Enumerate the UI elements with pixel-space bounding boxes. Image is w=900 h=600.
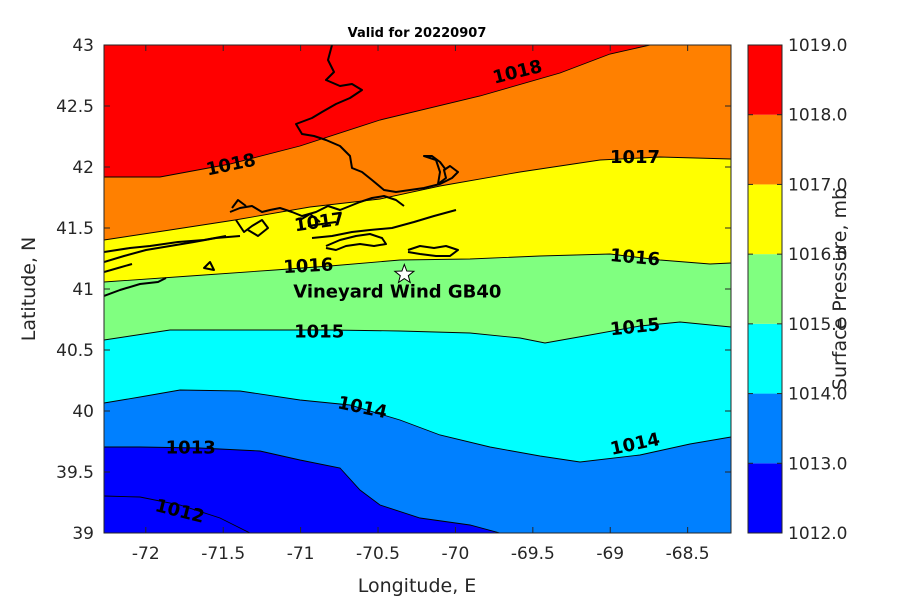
x-tick-label: -69.5 (511, 544, 555, 564)
plot-area: 1018 1018 1017 1017 1016 1016 1015 1015 … (103, 44, 732, 534)
y-axis-ticks: 39 39.5 40 40.5 41 41.5 42 42.5 43 (56, 36, 731, 544)
site-marker: Vineyard Wind GB40 (293, 262, 501, 302)
colorbar-tick-label: 1019.0 (788, 36, 847, 56)
coastline-rhode-island (229, 195, 405, 217)
contour-line-1016 (104, 253, 731, 283)
colorbar-band (748, 323, 782, 394)
colorbar-label: Surface Pressure, mb (829, 188, 851, 390)
coastline (104, 45, 459, 297)
y-tick-label: 42.5 (56, 97, 94, 117)
colorbar-band (748, 463, 782, 533)
chart-title: Valid for 20220907 (348, 26, 487, 41)
y-tick-label: 41 (72, 280, 94, 300)
contour-label-1016-east: 1016 (609, 245, 661, 270)
y-axis-label: Latitude, N (18, 237, 40, 342)
y-tick-label: 39.5 (56, 463, 94, 483)
colorbar-tick-label: 1016.0 (788, 245, 847, 265)
y-tick-label: 41.5 (56, 219, 94, 239)
x-tick-label: -71.5 (201, 544, 245, 564)
contour-line-1012 (104, 495, 251, 533)
y-tick-label: 40 (72, 402, 94, 422)
contour-line-1014 (104, 389, 731, 463)
contour-lines (104, 45, 731, 533)
x-tick-label: -70.5 (356, 544, 400, 564)
band-1012-1013 (104, 447, 731, 533)
x-tick-label: -72 (132, 544, 160, 564)
coastline-cape-islands (307, 209, 457, 239)
x-axis-label: Longitude, E (358, 575, 477, 597)
y-tick-label: 43 (72, 36, 94, 56)
contour-label-1015-west: 1015 (294, 322, 344, 343)
y-tick-label: 40.5 (56, 341, 94, 361)
coastline-block-island (203, 261, 215, 271)
colorbar-band (748, 393, 782, 464)
contour-label-1017-east: 1017 (610, 147, 660, 168)
x-tick-label: -70 (442, 544, 470, 564)
colorbar-tick-label: 1015.0 (788, 315, 847, 335)
colorbar-band (748, 184, 782, 255)
colorbar-frame (747, 44, 783, 534)
colorbar-tick-label: 1014.0 (788, 385, 847, 405)
coastline-massachusetts (295, 45, 459, 193)
band-below-1012 (104, 496, 250, 533)
y-tick-label: 42 (72, 158, 94, 178)
coastline-bays (231, 199, 321, 237)
colorbar-band (748, 114, 782, 185)
colorbar-tick-label: 1012.0 (788, 524, 847, 544)
contour-label-1015-east: 1015 (609, 314, 661, 340)
colorbar-tick-label: 1013.0 (788, 454, 847, 474)
x-tick-label: -69 (596, 544, 624, 564)
coastline-nantucket (407, 245, 459, 257)
x-tick-label: -71 (287, 544, 315, 564)
contour-fills (104, 45, 731, 533)
coastline-marthas-vineyard (325, 233, 387, 251)
x-tick-label: -68.5 (666, 544, 710, 564)
colorbar-tick-label: 1017.0 (788, 175, 847, 195)
coastline-connecticut-shore (104, 235, 227, 273)
star-icon (393, 262, 416, 284)
colorbar-tick-label: 1018.0 (788, 106, 847, 126)
site-label: Vineyard Wind GB40 (293, 281, 501, 302)
colorbar-ticks: 1012.0 1013.0 1014.0 1015.0 1016.0 1017.0 1018… (748, 36, 847, 544)
colorbar-band (748, 254, 782, 324)
contour-line-1013 (104, 446, 501, 533)
colorbar-band (748, 45, 782, 115)
contour-line-1017 (104, 156, 731, 241)
contour-line-1018 (104, 45, 651, 178)
y-tick-label: 39 (72, 524, 94, 544)
contour-label-1016-west: 1016 (283, 255, 334, 279)
contour-line-1015 (104, 321, 731, 344)
x-axis-ticks: -72 -71.5 -71 -70.5 -70 -69.5 -69 -68.5 (132, 45, 710, 564)
contour-label-1013: 1013 (166, 438, 216, 459)
colorbar (748, 45, 782, 533)
